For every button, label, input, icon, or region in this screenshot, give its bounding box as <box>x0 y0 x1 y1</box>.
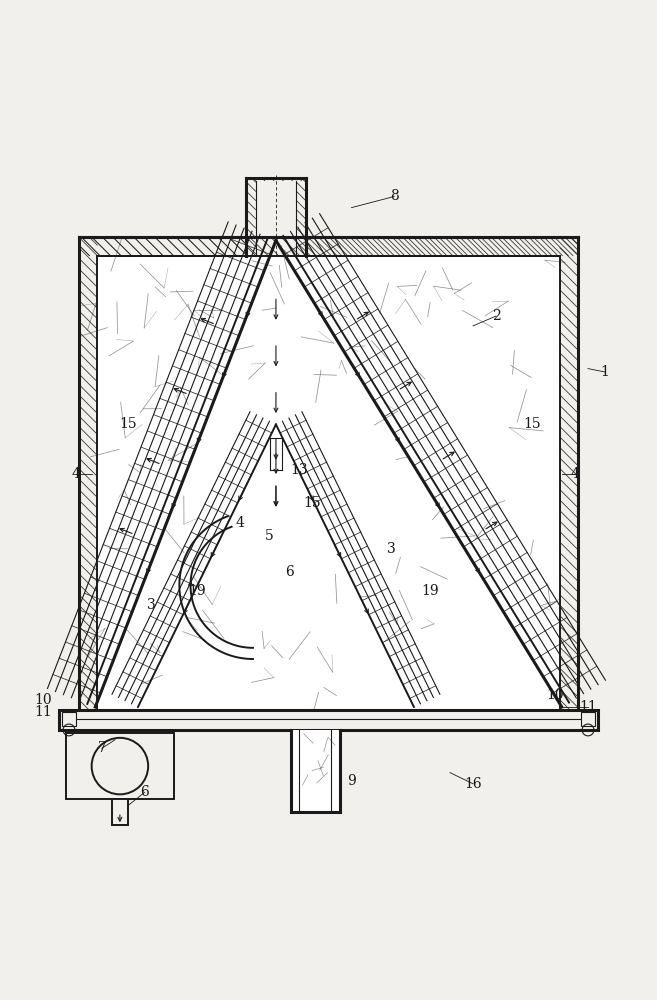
Text: 8: 8 <box>390 189 399 203</box>
Bar <box>97 256 560 710</box>
Bar <box>290 730 340 812</box>
Text: 3: 3 <box>147 598 156 612</box>
Text: 7: 7 <box>97 741 106 755</box>
Text: 15: 15 <box>304 496 321 510</box>
Text: 16: 16 <box>464 777 482 791</box>
Text: 19: 19 <box>422 584 439 598</box>
Text: 10: 10 <box>34 693 51 707</box>
Text: 6: 6 <box>140 785 149 799</box>
Text: 1: 1 <box>600 365 609 379</box>
Bar <box>66 733 174 799</box>
Text: 15: 15 <box>120 417 137 431</box>
Text: 19: 19 <box>189 584 206 598</box>
Text: 4: 4 <box>235 516 244 530</box>
Text: 2: 2 <box>491 309 501 323</box>
Text: 4: 4 <box>570 467 579 481</box>
Text: 10: 10 <box>547 688 564 702</box>
Text: 15: 15 <box>524 417 541 431</box>
Bar <box>62 712 76 726</box>
Text: 6: 6 <box>284 565 294 579</box>
Bar <box>581 712 595 726</box>
Text: 5: 5 <box>265 529 274 543</box>
Bar <box>59 710 598 730</box>
Text: 9: 9 <box>347 774 356 788</box>
Text: 11: 11 <box>34 705 52 719</box>
Text: 11: 11 <box>579 700 597 714</box>
Text: 13: 13 <box>290 463 307 477</box>
Text: 4: 4 <box>71 467 80 481</box>
Text: 3: 3 <box>386 542 396 556</box>
